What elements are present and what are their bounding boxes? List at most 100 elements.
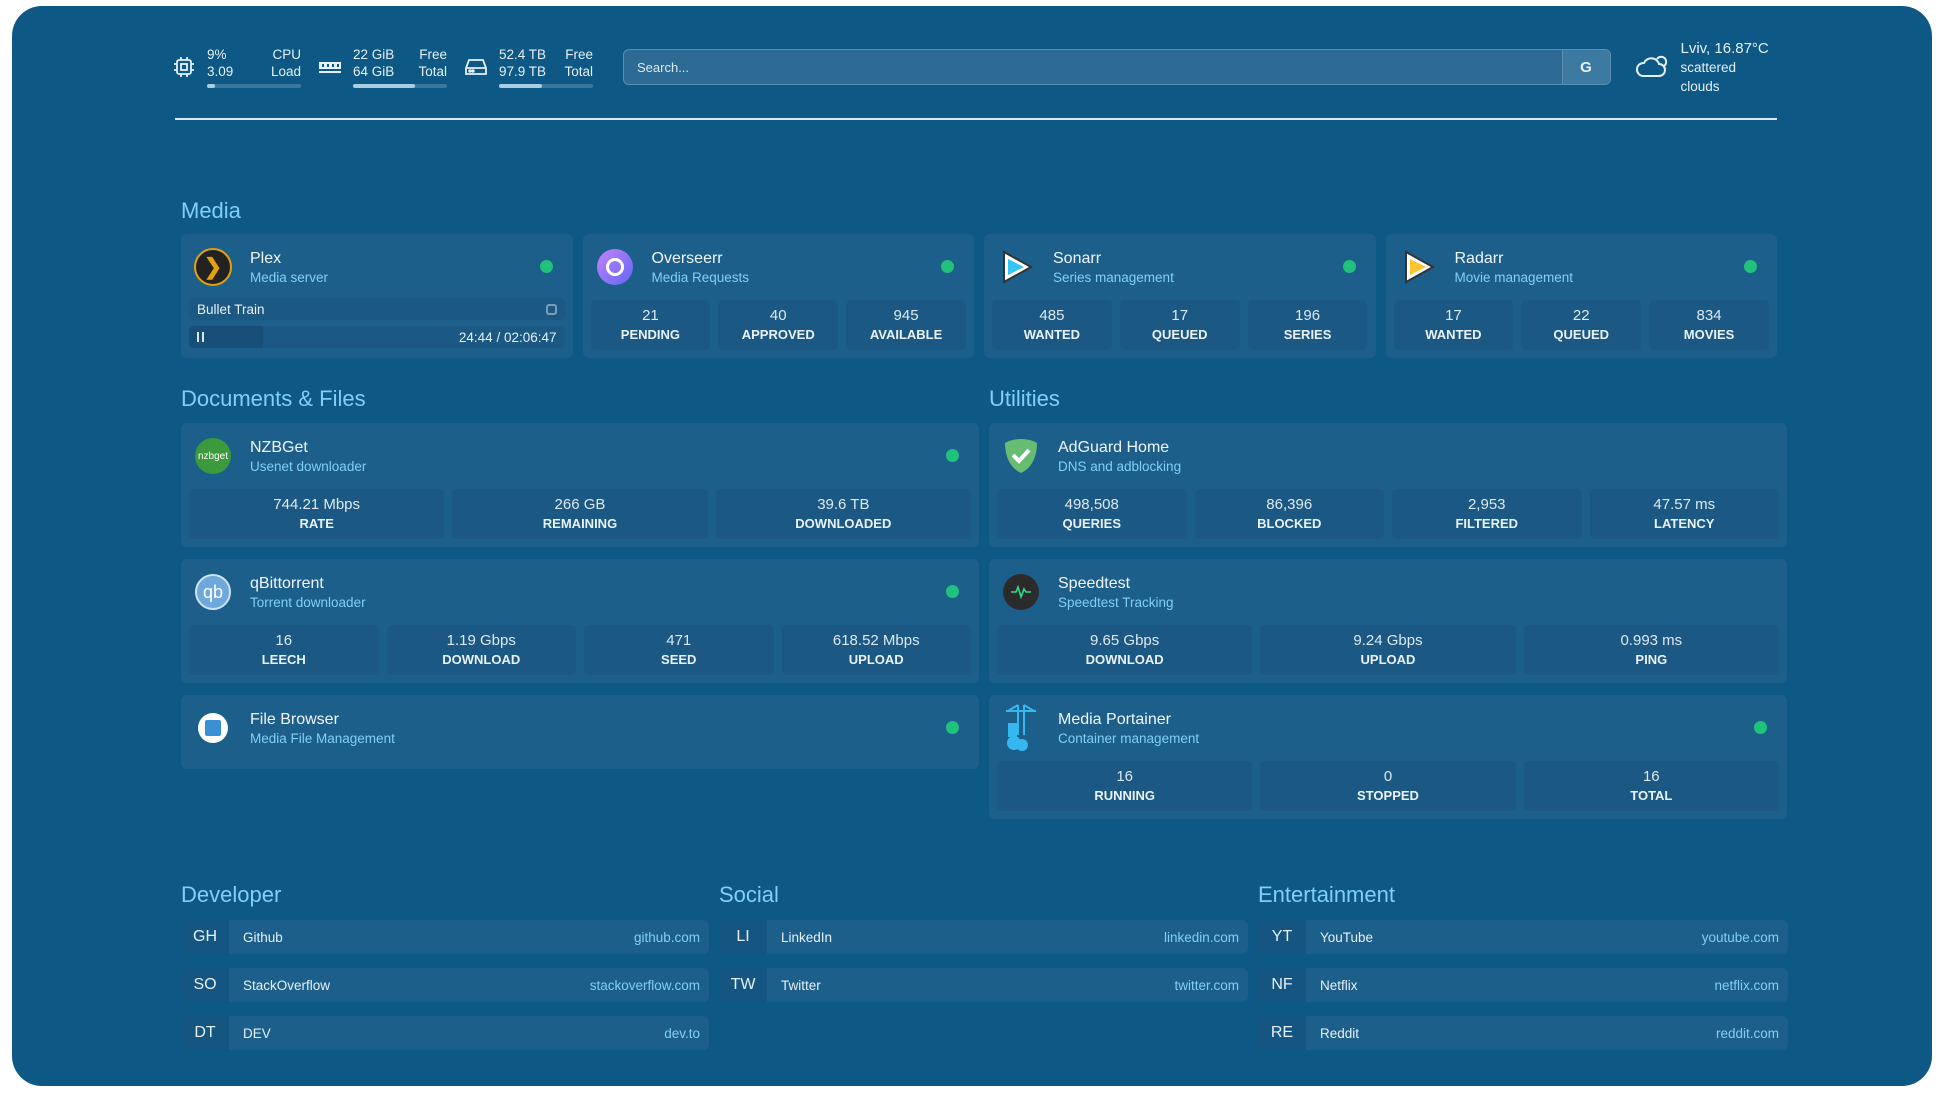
stat-label: QUEUED xyxy=(1151,327,1208,342)
service-name[interactable]: Overseerr xyxy=(651,249,723,267)
bookmark-body: Twitter twitter.com xyxy=(767,968,1248,1002)
stat-label: UPLOAD xyxy=(1360,652,1416,667)
card-header: ❯ Plex Media server xyxy=(189,234,565,300)
card-header: File Browser Media File Management xyxy=(189,695,971,761)
service-name[interactable]: Sonarr xyxy=(1053,249,1102,267)
stats-row: 17 WANTED 22 QUEUED 834 MOVIES xyxy=(1393,300,1770,350)
sonarr-icon xyxy=(996,247,1036,287)
stat-value: 2,953 xyxy=(1467,496,1506,513)
service-card-media-portainer[interactable]: Media Portainer Container management 16 RUN… xyxy=(989,695,1787,819)
pause-icon[interactable] xyxy=(197,332,204,342)
stat-queued: 17 QUEUED xyxy=(1119,300,1240,350)
stat-value: 945 xyxy=(893,307,919,324)
stat-value: 9.65 Gbps xyxy=(1090,632,1160,649)
stat-queries: 498,508 QUERIES xyxy=(997,489,1187,539)
service-description: Usenet downloader xyxy=(250,458,367,474)
service-card-radarr[interactable]: Radarr Movie management 17 WANTED 22 QUEUED 83… xyxy=(1385,234,1777,358)
bookmark-abbreviation: TW xyxy=(719,968,767,1002)
bookmark-url: dev.to xyxy=(664,1025,700,1041)
stat-label: PING xyxy=(1635,652,1668,667)
bookmark-netflix[interactable]: NF Netflix netflix.com xyxy=(1258,968,1788,1002)
stat-value: 471 xyxy=(666,632,692,649)
stat-upload: 9.24 Gbps UPLOAD xyxy=(1260,625,1516,675)
stream-info-icon[interactable] xyxy=(545,303,557,315)
service-name[interactable]: Plex xyxy=(250,249,282,267)
service-card-file-browser[interactable]: File Browser Media File Management xyxy=(181,695,979,769)
stat-leech: 16 LEECH xyxy=(189,625,379,675)
search-engine-button[interactable]: G xyxy=(1561,50,1610,84)
stat-value: 266 GB xyxy=(554,496,606,513)
bookmark-twitter[interactable]: TW Twitter twitter.com xyxy=(719,968,1248,1002)
service-name[interactable]: qBittorrent xyxy=(250,574,324,592)
section-social: Social xyxy=(719,882,779,907)
bookmark-url: github.com xyxy=(633,929,700,945)
bookmark-url: reddit.com xyxy=(1715,1025,1779,1041)
stat-value: 16 xyxy=(1642,768,1660,785)
status-indicator xyxy=(1744,260,1757,273)
stat-movies: 834 MOVIES xyxy=(1649,300,1769,350)
disk-free: 52.4 TB xyxy=(499,47,547,62)
status-indicator xyxy=(946,721,959,734)
service-card-qbittorrent[interactable]: qb qBittorrent Torrent downloader 16 LEECH 1.… xyxy=(181,559,979,683)
bookmark-body: LinkedIn linkedin.com xyxy=(767,920,1248,954)
bookmark-youtube[interactable]: YT YouTube youtube.com xyxy=(1258,920,1788,954)
bookmark-url: twitter.com xyxy=(1174,977,1239,993)
weather-location-temp: Lviv, 16.87°C xyxy=(1680,39,1769,57)
search-input[interactable] xyxy=(624,59,1562,75)
portainer-icon xyxy=(1001,704,1041,751)
bookmark-name: DEV xyxy=(243,1025,271,1041)
service-name[interactable]: File Browser xyxy=(250,710,339,728)
service-description: DNS and adblocking xyxy=(1058,458,1182,474)
stats-row: 9.65 Gbps DOWNLOAD 9.24 Gbps UPLOAD 0.993 ms… xyxy=(997,625,1779,675)
stat-label: PENDING xyxy=(620,327,681,342)
stats-row: 485 WANTED 17 QUEUED 196 SERIES xyxy=(992,300,1368,350)
bookmark-dev[interactable]: DT DEV dev.to xyxy=(181,1016,709,1050)
bookmark-name: StackOverflow xyxy=(243,977,331,993)
service-name[interactable]: Media Portainer xyxy=(1058,710,1171,728)
bookmark-github[interactable]: GH Github github.com xyxy=(181,920,709,954)
disk-widget: 52.4 TB Free 97.9 TB Total xyxy=(461,46,593,88)
stat-value: 16 xyxy=(275,632,293,649)
stat-label: QUERIES xyxy=(1062,516,1121,531)
now-playing-title-row: Bullet Train xyxy=(189,298,565,320)
card-header: Sonarr Series management xyxy=(992,234,1368,300)
card-titles: Speedtest Speedtest Tracking xyxy=(1058,575,1174,610)
service-card-overseerr[interactable]: Overseerr Media Requests 21 PENDING 40 APPROV… xyxy=(582,234,974,358)
bookmark-stackoverflow[interactable]: SO StackOverflow stackoverflow.com xyxy=(181,968,709,1002)
stat-label: FILTERED xyxy=(1455,516,1519,531)
service-name[interactable]: Radarr xyxy=(1454,249,1504,267)
stat-label: SEED xyxy=(661,652,697,667)
service-name[interactable]: Speedtest xyxy=(1058,574,1131,592)
disk-total: 97.9 TB xyxy=(499,64,547,79)
cpu-bar xyxy=(207,84,301,88)
memory-total: 64 GiB xyxy=(353,64,395,79)
service-description: Torrent downloader xyxy=(250,594,366,610)
stat-value: 618.52 Mbps xyxy=(832,632,920,649)
stat-label: BLOCKED xyxy=(1257,516,1322,531)
service-description: Media File Management xyxy=(250,730,395,746)
load-label: Load xyxy=(270,64,301,79)
stat-approved: 40 APPROVED xyxy=(718,300,839,350)
service-name[interactable]: AdGuard Home xyxy=(1058,438,1170,456)
stat-value: 744.21 Mbps xyxy=(273,496,361,513)
service-card-sonarr[interactable]: Sonarr Series management 485 WANTED 17 QUEUED… xyxy=(984,234,1376,358)
card-header: qb qBittorrent Torrent downloader xyxy=(189,559,971,625)
card-titles: qBittorrent Torrent downloader xyxy=(250,575,366,610)
section-documents: Documents & Files xyxy=(181,386,366,411)
service-name[interactable]: NZBGet xyxy=(250,438,308,456)
bookmark-linkedin[interactable]: LI LinkedIn linkedin.com xyxy=(719,920,1248,954)
free-label: Free xyxy=(565,47,593,62)
service-card-speedtest[interactable]: Speedtest Speedtest Tracking 9.65 Gbps DOWN… xyxy=(989,559,1787,683)
service-card-adguard-home[interactable]: AdGuard Home DNS and adblocking 498,508 QUE… xyxy=(989,423,1787,547)
stat-label: SERIES xyxy=(1283,327,1332,342)
service-card-plex[interactable]: ❯ Plex Media server Bullet Train 24:44 / 02:… xyxy=(181,234,573,358)
stat-wanted: 17 WANTED xyxy=(1393,300,1514,350)
stat-label: TOTAL xyxy=(1630,788,1673,803)
bookmark-name: LinkedIn xyxy=(781,929,833,945)
now-playing-title: Bullet Train xyxy=(197,301,265,317)
section-entertainment: Entertainment xyxy=(1258,882,1395,907)
bookmark-reddit[interactable]: RE Reddit reddit.com xyxy=(1258,1016,1788,1050)
service-card-nzbget[interactable]: nzbget NZBGet Usenet downloader 744.21 Mbps… xyxy=(181,423,979,547)
bookmark-abbreviation: NF xyxy=(1258,968,1306,1002)
status-indicator xyxy=(946,449,959,462)
